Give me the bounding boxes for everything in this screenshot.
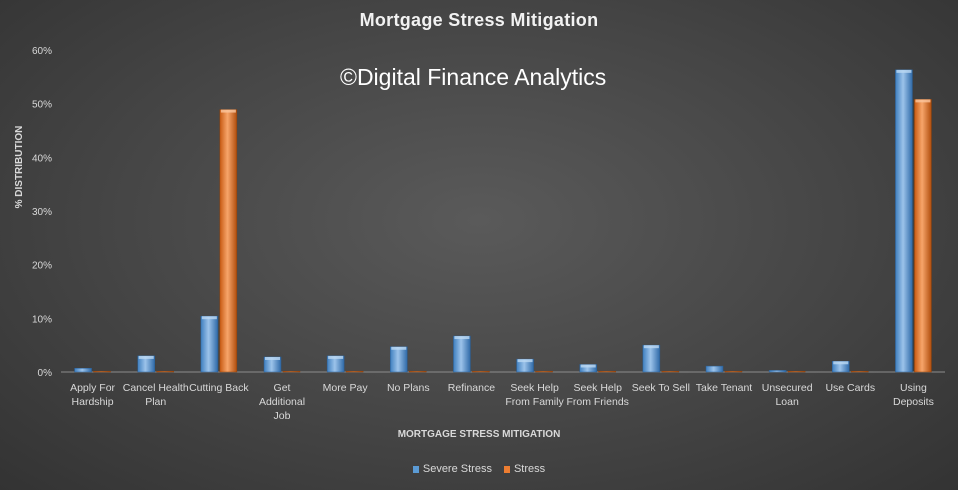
bar-stress-body: [535, 370, 553, 373]
bar-severe-stress: [263, 356, 282, 373]
bar-stress-body: [787, 370, 806, 373]
y-tick-label: 60%: [32, 46, 52, 57]
x-tick-label: Apply For Hardship: [70, 382, 115, 408]
x-tick-label: Use Cards: [825, 382, 875, 394]
bar-severe-stress-cap: [580, 364, 596, 368]
bar-severe-stress-body: [390, 346, 408, 373]
bar-severe-stress-body: [642, 344, 661, 373]
bar-stress-body: [724, 370, 743, 373]
bar-severe-stress-body: [705, 365, 724, 373]
bar-stress: [219, 109, 238, 373]
y-tick-label: 20%: [32, 261, 52, 272]
bar-stress: [535, 370, 553, 373]
x-tick-label: Seek To Sell: [632, 382, 690, 394]
x-tick-label: No Plans: [387, 382, 430, 394]
bar-severe-stress-body: [768, 370, 787, 373]
bar-stress: [598, 370, 616, 373]
bar-severe-stress-cap: [328, 355, 344, 359]
bar-severe-stress: [516, 358, 534, 373]
bar-severe-stress-cap: [833, 361, 849, 365]
legend: Severe Stress Stress: [0, 463, 958, 475]
bar-severe-stress-cap: [643, 345, 659, 349]
bar-stress-body: [156, 370, 174, 373]
x-tick-label: Cutting Back: [189, 382, 249, 394]
x-tick-label: More Pay: [323, 382, 369, 394]
x-tick-label: Refinance: [448, 382, 495, 394]
bar-severe-stress: [832, 361, 850, 373]
bar-stress: [409, 370, 427, 373]
bar-severe-stress: [326, 355, 345, 373]
bar-stress: [472, 370, 490, 373]
bar-severe-stress-cap: [896, 69, 912, 73]
bar-stress: [851, 370, 869, 373]
bar-stress-cap: [220, 109, 236, 113]
bar-severe-stress: [768, 370, 787, 373]
y-tick-label: 30%: [32, 207, 52, 218]
legend-item-severe-stress: Severe Stress: [412, 463, 492, 475]
bar-stress: [724, 370, 743, 373]
bar-severe-stress-body: [74, 367, 92, 373]
bar-stress-body: [93, 370, 111, 373]
bar-severe-stress-cap: [265, 356, 280, 360]
bar-severe-stress: [705, 365, 724, 373]
y-tick-label: 0%: [38, 368, 53, 379]
bar-stress-body: [851, 370, 869, 373]
bar-stress: [914, 99, 932, 373]
legend-swatch-stress: [503, 465, 510, 473]
bar-severe-stress: [453, 335, 471, 373]
bar-severe-stress: [137, 355, 155, 373]
bar-stress-body: [219, 109, 238, 373]
bar-stress-body: [472, 370, 490, 373]
x-tick-label: Take Tenant: [696, 382, 753, 394]
bar-stress-body: [409, 370, 427, 373]
x-tick-label: Get Additional Job: [259, 382, 305, 422]
y-tick-label: 50%: [32, 100, 52, 111]
bar-severe-stress-body: [200, 315, 219, 373]
x-tick-label: Cancel Health Plan: [123, 382, 189, 408]
plot-area: 0% 10% 20% 30% 40% 50% 60% Apply For Hardship Can…: [32, 46, 945, 422]
bar-severe-stress: [74, 367, 92, 373]
x-tick-label: Using Deposits: [893, 382, 934, 408]
watermark-text: ©Digital Finance Analytics: [340, 64, 607, 90]
legend-item-stress: Stress: [503, 463, 546, 475]
bar-stress: [282, 370, 301, 373]
bar-stress: [787, 370, 806, 373]
bar-stress: [661, 370, 680, 373]
y-tick-label: 10%: [32, 314, 52, 325]
x-tick-label: Seek Help From Family: [505, 382, 564, 408]
bar-severe-stress: [895, 69, 913, 373]
bar-severe-stress: [200, 315, 219, 373]
bar-stress: [93, 370, 111, 373]
bar-stress-body: [345, 370, 364, 373]
bar-severe-stress-cap: [391, 346, 407, 350]
bar-stress-body: [282, 370, 301, 373]
bar-severe-stress-body: [453, 335, 471, 373]
legend-label-stress: Stress: [513, 463, 546, 475]
legend-label-severe-stress: Severe Stress: [422, 463, 492, 475]
bar-severe-stress-cap: [454, 336, 470, 340]
x-tick-label: Unsecured Loan: [762, 382, 813, 408]
x-tick-label: Seek Help From Friends: [566, 382, 628, 408]
bar-stress-cap: [915, 99, 931, 103]
bar-severe-stress-cap: [201, 316, 217, 320]
legend-swatch-severe-stress: [412, 465, 419, 473]
chart-title: Mortgage Stress Mitigation: [359, 10, 599, 30]
bar-severe-stress-body: [895, 69, 913, 373]
bar-stress: [345, 370, 364, 373]
bar-severe-stress: [390, 346, 408, 373]
bar-severe-stress-cap: [138, 355, 154, 359]
bar-severe-stress: [579, 364, 597, 373]
bar-stress-body: [914, 99, 932, 373]
y-tick-label: 40%: [32, 153, 52, 164]
bar-stress: [156, 370, 174, 373]
bar-severe-stress-cap: [517, 359, 533, 363]
x-axis-label: MORTGAGE STRESS MITIGATION: [397, 429, 561, 440]
bar-stress-body: [598, 370, 616, 373]
bar-stress-body: [661, 370, 680, 373]
bar-severe-stress: [642, 344, 661, 373]
